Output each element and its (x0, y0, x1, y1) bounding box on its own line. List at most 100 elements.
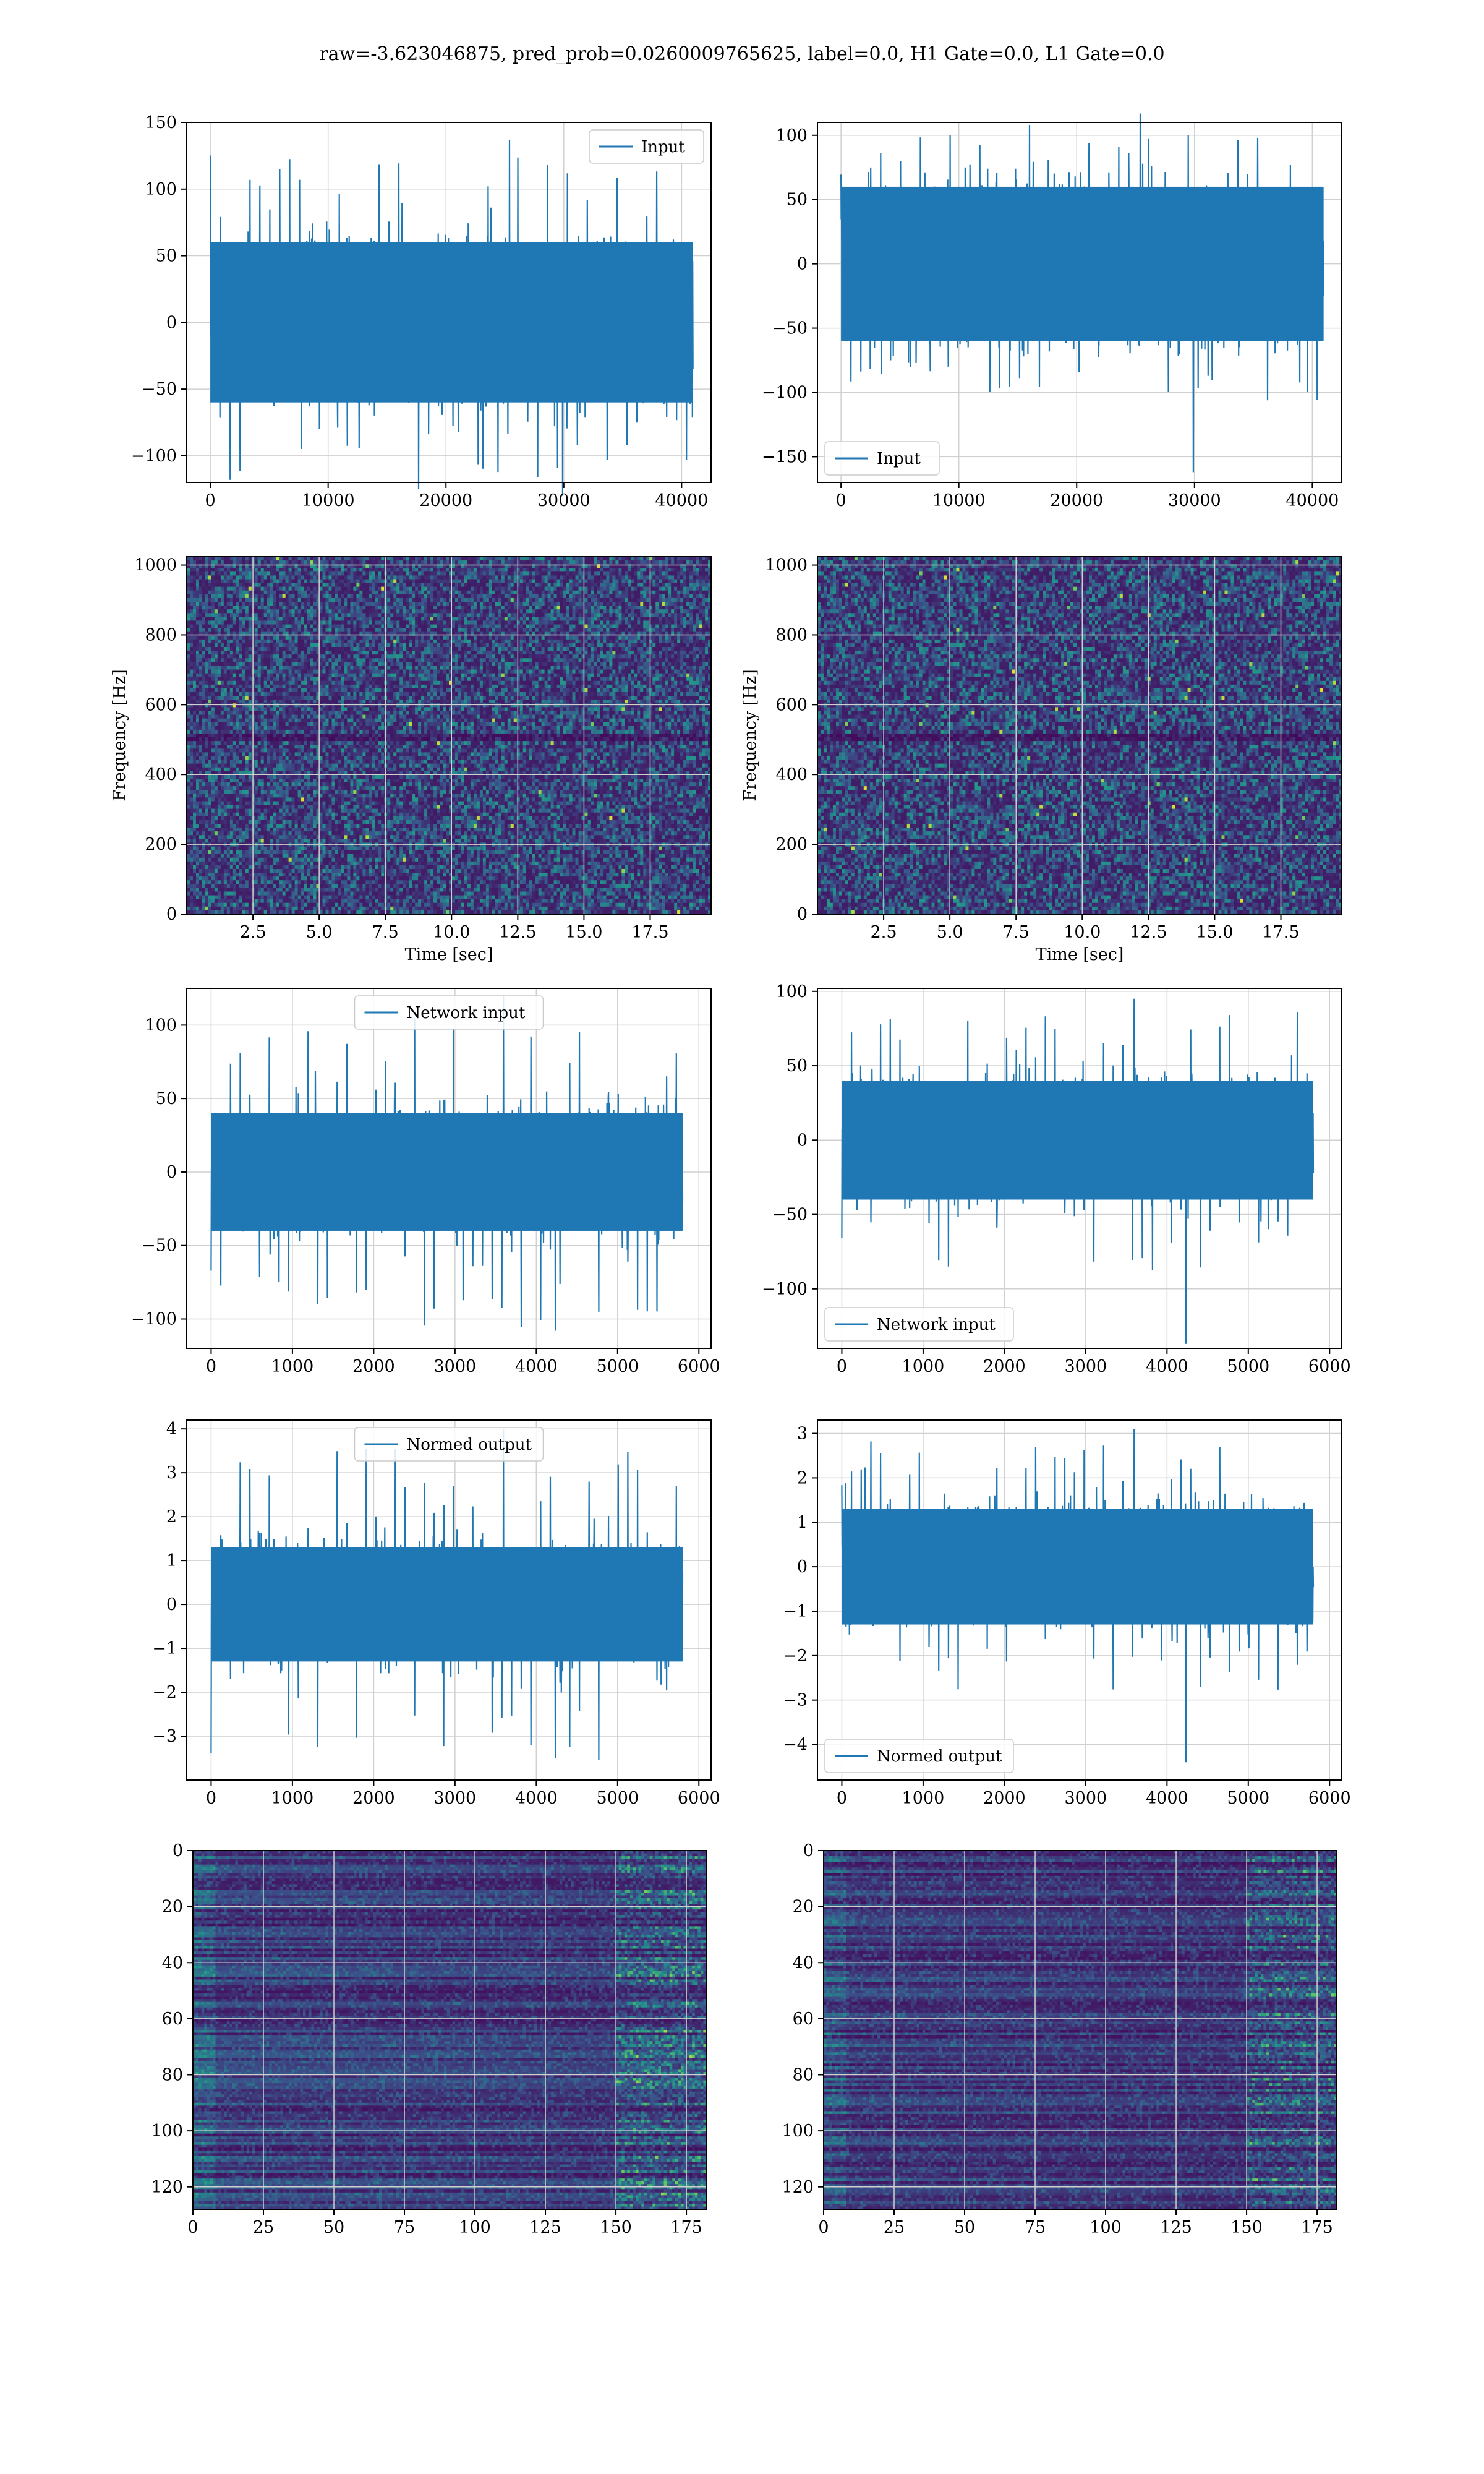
y-tick-label: 1000 (765, 556, 808, 575)
y-tick-label: 0 (797, 255, 808, 274)
y-tick-label: −2 (783, 1646, 808, 1666)
x-tick-label: 150 (600, 2218, 632, 2237)
y-tick-label: −50 (142, 380, 177, 399)
x-axis-label: Time [sec] (405, 945, 493, 964)
x-tick-label: 2000 (352, 1789, 395, 1808)
y-tick-label: 60 (162, 2010, 183, 2029)
x-tick-label: 25 (253, 2218, 274, 2237)
x-tick-label: 5.0 (306, 923, 333, 942)
x-tick-label: 3000 (434, 1357, 477, 1376)
x-tick-label: 20000 (1050, 491, 1103, 510)
y-tick-label: 0 (166, 905, 177, 924)
x-tick-label: 10.0 (433, 923, 470, 942)
x-tick-label: 1000 (271, 1789, 314, 1808)
y-tick-label: 2 (797, 1468, 808, 1487)
y-tick-label: 200 (775, 835, 808, 854)
heatmap-cells (193, 1851, 707, 2210)
x-tick-label: 5.0 (937, 923, 963, 942)
x-tick-label: 7.5 (372, 923, 399, 942)
x-tick-label: 3000 (1065, 1357, 1107, 1376)
y-tick-label: 0 (166, 1163, 177, 1182)
x-tick-label: 6000 (1308, 1357, 1351, 1376)
series-band (842, 1081, 1313, 1199)
y-tick-label: 2 (166, 1507, 177, 1526)
x-tick-label: 5000 (1227, 1789, 1269, 1808)
y-tick-label: 100 (151, 2121, 183, 2141)
y-tick-label: 3 (166, 1463, 177, 1483)
x-tick-label: 0 (206, 1357, 216, 1376)
x-tick-label: 100 (459, 2218, 491, 2237)
y-tick-label: 1 (166, 1551, 177, 1570)
y-tick-label: 0 (797, 1131, 808, 1150)
x-tick-label: 0 (206, 1789, 216, 1808)
x-tick-label: 40000 (1286, 491, 1339, 510)
y-tick-label: 20 (793, 1898, 814, 1917)
y-tick-label: 1 (797, 1513, 808, 1532)
x-tick-label: 0 (818, 2218, 829, 2237)
x-tick-label: 5000 (596, 1357, 639, 1376)
x-axis-label: Time [sec] (1036, 945, 1124, 964)
legend: Input (825, 442, 939, 475)
x-tick-label: 2000 (352, 1357, 395, 1376)
x-tick-label: 4000 (515, 1789, 558, 1808)
x-tick-label: 7.5 (1003, 923, 1030, 942)
y-tick-label: 40 (793, 1953, 814, 1972)
x-tick-label: 0 (187, 2218, 198, 2237)
x-tick-label: 175 (1301, 2218, 1333, 2237)
x-tick-label: 20000 (419, 491, 472, 510)
series-band (842, 1509, 1313, 1625)
y-tick-label: −100 (762, 1280, 808, 1299)
y-tick-label: −3 (152, 1727, 177, 1746)
x-tick-label: 0 (837, 1789, 847, 1808)
y-tick-label: 400 (145, 765, 177, 784)
x-tick-label: 30000 (1168, 491, 1221, 510)
y-tick-label: 0 (803, 1841, 814, 1860)
x-tick-label: 0 (837, 1357, 847, 1376)
legend: Network input (825, 1308, 1013, 1341)
x-tick-label: 2000 (983, 1357, 1026, 1376)
legend: Input (589, 130, 704, 163)
y-tick-label: −50 (772, 1205, 808, 1225)
series-band (211, 1113, 683, 1231)
x-tick-label: 4000 (1146, 1357, 1188, 1376)
x-tick-label: 2.5 (871, 923, 897, 942)
x-tick-label: 5000 (596, 1789, 639, 1808)
heatmap-cells (824, 1851, 1337, 2210)
x-tick-label: 50 (954, 2218, 975, 2237)
x-tick-label: 50 (323, 2218, 344, 2237)
y-axis-label: Frequency [Hz] (110, 669, 129, 801)
x-tick-label: 2000 (983, 1789, 1026, 1808)
y-tick-label: −3 (783, 1691, 808, 1710)
y-tick-label: 1000 (134, 556, 177, 575)
y-tick-label: −1 (783, 1602, 808, 1621)
x-tick-label: 15.0 (1196, 923, 1233, 942)
x-tick-label: 4000 (1146, 1789, 1188, 1808)
y-tick-label: 20 (162, 1898, 183, 1917)
y-tick-label: 60 (793, 2010, 814, 2029)
x-tick-label: 150 (1230, 2218, 1263, 2237)
heatmap-cells (187, 557, 712, 915)
legend: Normed output (355, 1427, 544, 1461)
y-tick-label: 4 (166, 1419, 177, 1439)
legend: Normed output (825, 1739, 1013, 1773)
y-tick-label: 0 (166, 313, 177, 332)
y-tick-label: 0 (173, 1841, 183, 1860)
y-tick-label: 50 (156, 1089, 177, 1108)
y-tick-label: 150 (145, 113, 177, 132)
y-tick-label: −50 (142, 1236, 177, 1256)
x-tick-label: 1000 (902, 1789, 945, 1808)
x-tick-label: 0 (205, 491, 216, 510)
y-tick-label: 100 (782, 2121, 814, 2141)
y-tick-label: 50 (787, 1056, 808, 1076)
x-tick-label: 25 (884, 2218, 905, 2237)
y-tick-label: −100 (762, 383, 808, 403)
y-tick-label: 600 (145, 695, 177, 714)
y-tick-label: 0 (166, 1595, 177, 1614)
x-tick-label: 175 (670, 2218, 702, 2237)
x-tick-label: 0 (836, 491, 846, 510)
y-tick-label: 0 (797, 1557, 808, 1577)
